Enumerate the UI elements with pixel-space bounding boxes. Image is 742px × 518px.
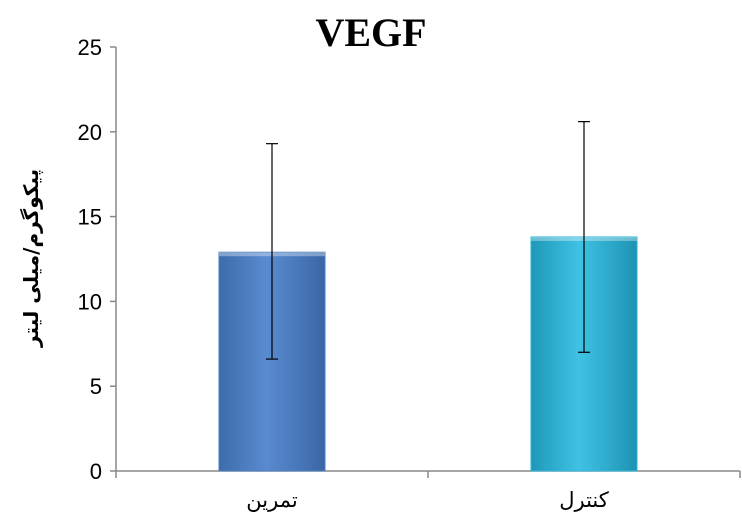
- y-axis-label: پیکوگرم/میلی لیتر: [19, 169, 44, 348]
- x-category-label: تمرین: [246, 488, 298, 512]
- x-category-label: کنترل: [559, 488, 609, 512]
- y-tick-label: 10: [78, 289, 102, 314]
- y-tick-label: 0: [90, 459, 102, 484]
- chart-title: VEGF: [315, 10, 426, 55]
- y-tick-label: 15: [78, 205, 102, 230]
- y-tick-label: 20: [78, 120, 102, 145]
- y-tick-label: 25: [78, 35, 102, 60]
- y-tick-label: 5: [90, 374, 102, 399]
